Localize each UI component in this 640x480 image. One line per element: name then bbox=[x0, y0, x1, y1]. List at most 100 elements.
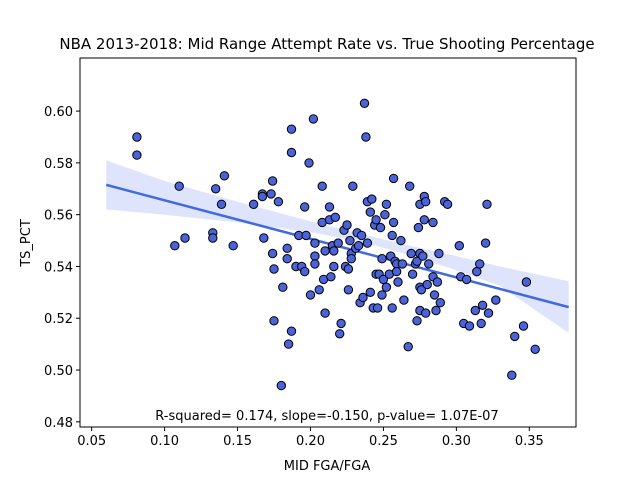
x-tick-label: 0.20 bbox=[296, 434, 325, 449]
data-points bbox=[132, 98, 540, 391]
data-point bbox=[219, 171, 230, 181]
data-point bbox=[308, 114, 319, 124]
plot-area bbox=[105, 98, 570, 391]
data-point bbox=[381, 199, 392, 210]
data-point bbox=[356, 230, 367, 241]
data-point bbox=[477, 300, 488, 310]
y-tick-label: 0.58 bbox=[44, 157, 73, 172]
data-point bbox=[403, 342, 413, 352]
data-point bbox=[266, 189, 276, 199]
data-point bbox=[422, 279, 432, 290]
data-point bbox=[491, 295, 501, 305]
data-point bbox=[421, 197, 431, 207]
data-point bbox=[317, 181, 327, 191]
data-point bbox=[208, 233, 218, 243]
chart-title: NBA 2013-2018: Mid Range Attempt Rate vs… bbox=[59, 35, 594, 53]
y-axis-label: TS_PCT bbox=[19, 219, 34, 268]
data-point bbox=[174, 181, 184, 191]
data-point bbox=[518, 321, 529, 331]
data-point bbox=[454, 241, 464, 251]
data-point bbox=[310, 251, 320, 261]
data-point bbox=[310, 238, 320, 248]
y-tick-label: 0.54 bbox=[44, 260, 73, 275]
data-point bbox=[326, 272, 336, 282]
x-axis-ticks: 0.05 0.10 0.15 0.20 0.25 0.30 0.35 bbox=[77, 427, 544, 449]
data-point bbox=[387, 303, 397, 313]
y-tick-label: 0.56 bbox=[44, 209, 73, 224]
data-point bbox=[377, 290, 387, 300]
data-point bbox=[482, 199, 492, 210]
data-point bbox=[343, 264, 354, 274]
data-point bbox=[329, 246, 339, 256]
data-point bbox=[416, 285, 427, 295]
data-point bbox=[228, 241, 238, 251]
data-point bbox=[480, 238, 491, 248]
data-point bbox=[300, 266, 310, 277]
data-point bbox=[530, 344, 540, 354]
data-point bbox=[472, 266, 482, 277]
data-point bbox=[428, 217, 438, 228]
data-point bbox=[276, 380, 286, 391]
data-point bbox=[399, 295, 409, 305]
data-point bbox=[391, 266, 402, 277]
data-point bbox=[304, 158, 314, 168]
data-point bbox=[269, 316, 279, 326]
data-point bbox=[353, 241, 364, 251]
y-tick-label: 0.48 bbox=[44, 416, 73, 431]
data-point bbox=[381, 282, 392, 292]
data-point bbox=[507, 370, 517, 380]
data-point bbox=[320, 246, 330, 256]
data-point bbox=[387, 230, 397, 241]
data-point bbox=[476, 318, 486, 329]
x-tick-label: 0.35 bbox=[515, 434, 544, 449]
data-point bbox=[257, 191, 268, 202]
data-point bbox=[388, 173, 399, 184]
data-point bbox=[377, 254, 387, 264]
data-point bbox=[435, 298, 445, 308]
data-point bbox=[216, 199, 227, 210]
y-tick-label: 0.60 bbox=[44, 105, 73, 120]
x-tick-label: 0.30 bbox=[442, 434, 471, 449]
data-point bbox=[336, 318, 346, 329]
data-point bbox=[521, 277, 532, 287]
data-point bbox=[406, 248, 416, 259]
data-point bbox=[397, 259, 408, 269]
data-point bbox=[361, 132, 371, 142]
data-point bbox=[432, 277, 443, 287]
data-point bbox=[407, 269, 418, 279]
x-tick-label: 0.05 bbox=[77, 434, 106, 449]
data-point bbox=[282, 254, 292, 264]
data-point bbox=[320, 308, 330, 318]
data-point bbox=[419, 215, 429, 225]
data-point bbox=[359, 98, 370, 109]
data-point bbox=[429, 290, 440, 300]
data-point bbox=[510, 331, 520, 342]
data-point bbox=[345, 235, 355, 246]
data-point bbox=[132, 150, 142, 160]
data-point bbox=[393, 277, 403, 287]
data-point bbox=[267, 248, 278, 259]
data-point bbox=[372, 303, 383, 313]
data-point bbox=[286, 147, 297, 158]
data-point bbox=[380, 210, 390, 220]
data-point bbox=[278, 282, 288, 292]
data-point bbox=[314, 285, 324, 295]
data-point bbox=[483, 308, 494, 318]
y-tick-label: 0.52 bbox=[44, 312, 73, 327]
data-point bbox=[286, 326, 297, 336]
data-point bbox=[371, 215, 381, 225]
data-point bbox=[346, 254, 356, 264]
plot-frame bbox=[79, 57, 577, 428]
data-point bbox=[342, 220, 352, 230]
data-point bbox=[434, 248, 444, 259]
data-point bbox=[269, 264, 279, 274]
x-axis-label: MID FGA/FGA bbox=[284, 459, 371, 474]
data-point bbox=[286, 124, 297, 134]
data-point bbox=[418, 251, 428, 261]
data-point bbox=[405, 181, 415, 191]
data-point bbox=[333, 238, 343, 248]
y-tick-label: 0.50 bbox=[44, 364, 73, 379]
data-point bbox=[283, 339, 294, 349]
y-axis-ticks: 0.48 0.50 0.52 0.54 0.56 0.58 0.60 bbox=[44, 105, 80, 431]
